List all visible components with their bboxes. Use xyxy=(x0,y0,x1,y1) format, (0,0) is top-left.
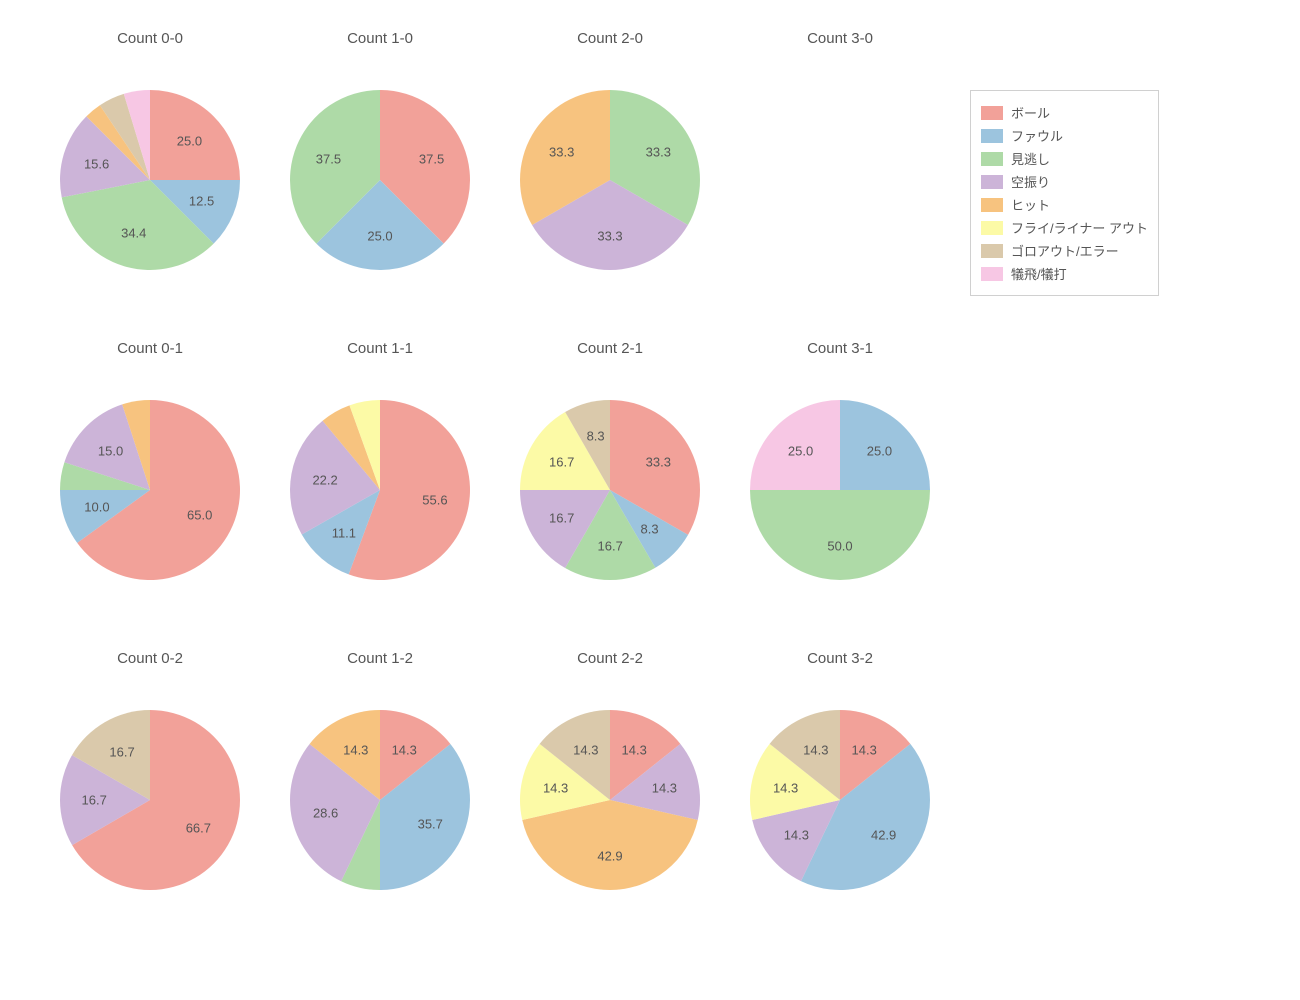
legend-swatch xyxy=(981,198,1003,212)
pie-svg xyxy=(40,70,260,290)
pie-wrap: 37.525.037.5 xyxy=(270,70,490,290)
pie-cell: Count 3-1 25.050.025.0 xyxy=(730,340,950,620)
pie-wrap: 14.314.342.914.314.3 xyxy=(500,690,720,910)
pie-cell: Count 1-2 14.335.728.614.3 xyxy=(270,650,490,930)
legend-item: 空振り xyxy=(981,172,1148,191)
pie-svg xyxy=(730,380,950,600)
legend-swatch xyxy=(981,244,1003,258)
pie-cell: Count 2-2 14.314.342.914.314.3 xyxy=(500,650,720,930)
pie-wrap: 14.342.914.314.314.3 xyxy=(730,690,950,910)
legend-label: ファウル xyxy=(1011,126,1063,145)
pie-title: Count 1-0 xyxy=(270,30,490,47)
legend-swatch xyxy=(981,221,1003,235)
legend-swatch xyxy=(981,267,1003,281)
legend-swatch xyxy=(981,152,1003,166)
pie-wrap: 25.012.534.415.6 xyxy=(40,70,260,290)
legend-label: 犠飛/犠打 xyxy=(1011,264,1067,283)
pie-cell: Count 1-0 37.525.037.5 xyxy=(270,30,490,310)
pie-cell: Count 0-0 25.012.534.415.6 xyxy=(40,30,260,310)
legend-label: 見逃し xyxy=(1011,149,1050,168)
pie-slice xyxy=(750,400,840,490)
pie-wrap xyxy=(730,70,950,290)
pie-wrap: 33.333.333.3 xyxy=(500,70,720,290)
legend-swatch xyxy=(981,106,1003,120)
legend-swatch xyxy=(981,175,1003,189)
pie-svg xyxy=(40,380,260,600)
pie-svg xyxy=(730,690,950,910)
pie-cell: Count 3-0 xyxy=(730,30,950,310)
pie-cell: Count 0-1 65.010.015.0 xyxy=(40,340,260,620)
pie-title: Count 3-2 xyxy=(730,650,950,667)
pie-wrap: 66.716.716.7 xyxy=(40,690,260,910)
pie-svg xyxy=(500,380,720,600)
pie-cell: Count 1-1 55.611.122.2 xyxy=(270,340,490,620)
legend-label: 空振り xyxy=(1011,172,1050,191)
pie-title: Count 2-1 xyxy=(500,340,720,357)
pie-title: Count 0-2 xyxy=(40,650,260,667)
legend-label: ボール xyxy=(1011,103,1050,122)
legend-swatch xyxy=(981,129,1003,143)
pie-wrap: 65.010.015.0 xyxy=(40,380,260,600)
pie-title: Count 0-0 xyxy=(40,30,260,47)
pie-svg xyxy=(500,690,720,910)
pie-grid: ボールファウル見逃し空振りヒットフライ/ライナー アウトゴロアウト/エラー犠飛/… xyxy=(20,20,1280,980)
pie-wrap: 14.335.728.614.3 xyxy=(270,690,490,910)
pie-cell: Count 2-0 33.333.333.3 xyxy=(500,30,720,310)
legend-label: ゴロアウト/エラー xyxy=(1011,241,1119,260)
legend-item: ボール xyxy=(981,103,1148,122)
pie-title: Count 3-0 xyxy=(730,30,950,47)
pie-svg xyxy=(270,380,490,600)
pie-title: Count 0-1 xyxy=(40,340,260,357)
pie-slice xyxy=(750,490,930,580)
legend-label: ヒット xyxy=(1011,195,1050,214)
pie-slice xyxy=(150,90,240,180)
pie-cell: Count 0-2 66.716.716.7 xyxy=(40,650,260,930)
pie-svg xyxy=(40,690,260,910)
pie-title: Count 1-1 xyxy=(270,340,490,357)
pie-svg xyxy=(500,70,720,290)
pie-cell: Count 2-1 33.38.316.716.716.78.3 xyxy=(500,340,720,620)
pie-svg xyxy=(270,690,490,910)
pie-wrap: 55.611.122.2 xyxy=(270,380,490,600)
pie-wrap: 25.050.025.0 xyxy=(730,380,950,600)
legend-item: 見逃し xyxy=(981,149,1148,168)
pie-title: Count 2-0 xyxy=(500,30,720,47)
legend-item: 犠飛/犠打 xyxy=(981,264,1148,283)
legend-label: フライ/ライナー アウト xyxy=(1011,218,1148,237)
pie-svg xyxy=(270,70,490,290)
pie-title: Count 1-2 xyxy=(270,650,490,667)
pie-title: Count 3-1 xyxy=(730,340,950,357)
pie-title: Count 2-2 xyxy=(500,650,720,667)
legend-item: ファウル xyxy=(981,126,1148,145)
legend: ボールファウル見逃し空振りヒットフライ/ライナー アウトゴロアウト/エラー犠飛/… xyxy=(970,90,1159,296)
pie-wrap: 33.38.316.716.716.78.3 xyxy=(500,380,720,600)
legend-item: フライ/ライナー アウト xyxy=(981,218,1148,237)
pie-slice xyxy=(840,400,930,490)
pie-cell: Count 3-2 14.342.914.314.314.3 xyxy=(730,650,950,930)
legend-item: ゴロアウト/エラー xyxy=(981,241,1148,260)
legend-item: ヒット xyxy=(981,195,1148,214)
